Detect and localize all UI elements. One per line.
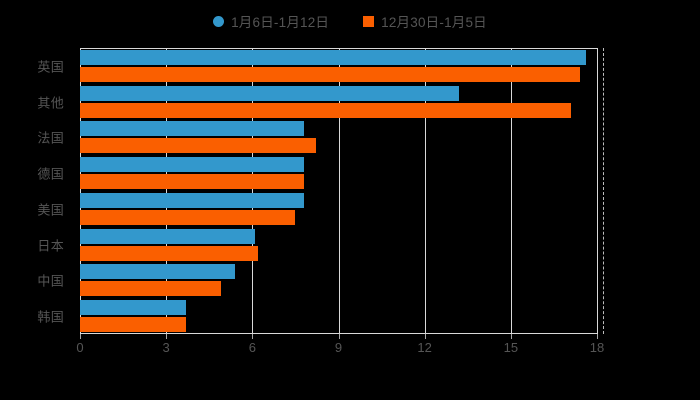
bar-group [80, 155, 597, 191]
x-tick-label-12: 12 [417, 340, 432, 355]
bar-group [80, 263, 597, 299]
y-axis-label-7: 韩国 [37, 309, 64, 325]
x-tick-mark-15 [510, 334, 512, 339]
gridline-6 [252, 48, 254, 334]
y-axis-label-1: 其他 [37, 95, 64, 111]
y-axis-label-2: 法国 [37, 130, 64, 146]
x-tick-label-0: 0 [76, 340, 84, 355]
x-tick-mark-12 [424, 334, 426, 339]
bar-series-0[interactable] [80, 300, 187, 316]
bar-series-0[interactable] [80, 85, 460, 101]
bar-series-0[interactable] [80, 192, 305, 208]
x-tick-label-3: 3 [162, 340, 170, 355]
bar-group [80, 298, 597, 334]
x-tick-mark-0 [80, 334, 81, 339]
x-tick-label-9: 9 [334, 340, 343, 355]
x-tick-mark-6 [252, 334, 254, 339]
legend-label-series-1: 12月30日-1月5日 [381, 15, 487, 30]
gridline-3 [166, 48, 168, 334]
x-tick-label-6: 6 [248, 340, 256, 355]
bar-series-1[interactable] [80, 174, 305, 190]
bar-group [80, 191, 597, 227]
bar-series-0[interactable] [80, 264, 236, 280]
legend-swatch-circle-icon [213, 15, 225, 27]
y-axis-label-5: 日本 [37, 238, 64, 254]
bar-group [80, 120, 597, 156]
gridline-15 [510, 48, 512, 334]
x-tick-mark-3 [166, 334, 168, 339]
bar-series-1[interactable] [80, 66, 580, 82]
y-axis-label-6: 中国 [37, 273, 64, 289]
bar-group [80, 227, 597, 263]
x-tick-label-15: 15 [503, 340, 519, 355]
y-axis-label-4: 美国 [37, 202, 64, 218]
plot-area [80, 48, 604, 334]
legend-item-series-0[interactable]: 1月6日-1月12日 [213, 11, 329, 31]
bar-series-1[interactable] [80, 245, 259, 261]
bar-series-1[interactable] [80, 281, 221, 297]
y-axis-label-3: 德国 [37, 166, 64, 182]
bar-series-1[interactable] [80, 209, 296, 225]
bar-groups [80, 48, 597, 334]
bar-group [80, 48, 597, 84]
gridline-18 [597, 48, 598, 334]
legend-label-series-0: 1月6日-1月12日 [231, 15, 330, 30]
x-tick-mark-9 [338, 334, 340, 339]
plot-right-dashed-edge [603, 48, 605, 334]
gridline-12 [424, 48, 426, 334]
gridline-9 [338, 48, 340, 334]
x-tick-mark-18 [597, 334, 598, 339]
legend-swatch-square-icon [363, 15, 375, 27]
gridline-0 [80, 48, 81, 334]
bar-series-0[interactable] [80, 49, 586, 65]
chart-legend: 1月6日-1月12日 12月30日-1月5日 [0, 8, 700, 34]
bar-series-0[interactable] [80, 121, 305, 137]
bar-series-1[interactable] [80, 317, 187, 333]
bar-series-0[interactable] [80, 228, 256, 244]
bar-series-1[interactable] [80, 138, 316, 154]
bar-series-0[interactable] [80, 157, 305, 173]
bar-series-1[interactable] [80, 102, 572, 118]
y-axis-labels: 英国其他法国德国美国日本中国韩国 [0, 48, 72, 334]
x-tick-label-18: 18 [589, 340, 605, 355]
y-axis-label-0: 英国 [37, 59, 64, 75]
bar-group [80, 84, 597, 120]
legend-item-series-1[interactable]: 12月30日-1月5日 [363, 11, 487, 31]
x-axis-ticks: 0 3 6 9 12 15 18 [76, 334, 604, 358]
